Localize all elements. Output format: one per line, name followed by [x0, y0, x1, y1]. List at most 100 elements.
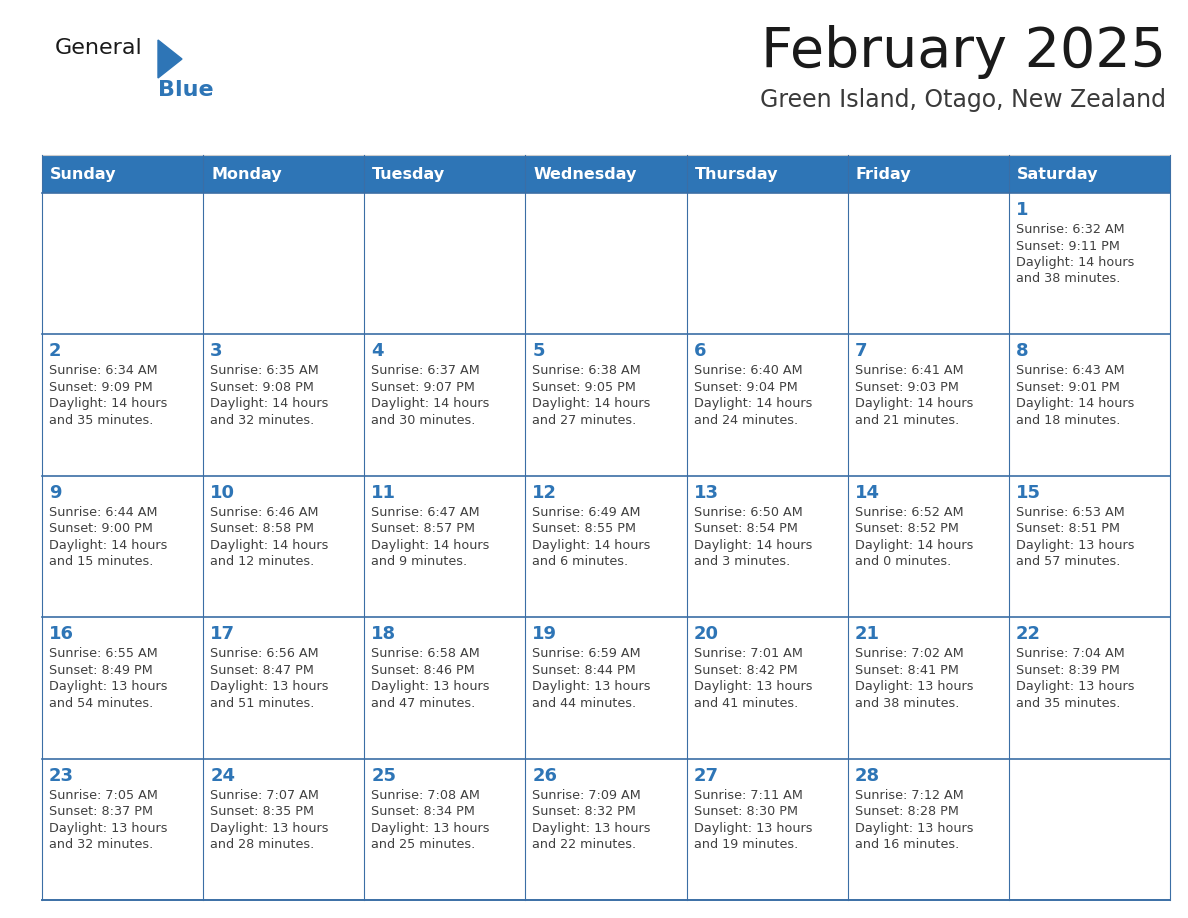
Text: Sunrise: 7:04 AM
Sunset: 8:39 PM
Daylight: 13 hours
and 35 minutes.: Sunrise: 7:04 AM Sunset: 8:39 PM Dayligh… — [1016, 647, 1135, 710]
Text: Monday: Monday — [211, 166, 282, 182]
Text: Sunrise: 6:40 AM
Sunset: 9:04 PM
Daylight: 14 hours
and 24 minutes.: Sunrise: 6:40 AM Sunset: 9:04 PM Dayligh… — [694, 364, 811, 427]
Text: 20: 20 — [694, 625, 719, 644]
Text: Sunrise: 7:07 AM
Sunset: 8:35 PM
Daylight: 13 hours
and 28 minutes.: Sunrise: 7:07 AM Sunset: 8:35 PM Dayligh… — [210, 789, 329, 851]
Text: Sunrise: 6:32 AM
Sunset: 9:11 PM
Daylight: 14 hours
and 38 minutes.: Sunrise: 6:32 AM Sunset: 9:11 PM Dayligh… — [1016, 223, 1135, 285]
Text: 17: 17 — [210, 625, 235, 644]
Text: Sunrise: 6:41 AM
Sunset: 9:03 PM
Daylight: 14 hours
and 21 minutes.: Sunrise: 6:41 AM Sunset: 9:03 PM Dayligh… — [854, 364, 973, 427]
Text: 16: 16 — [49, 625, 74, 644]
Bar — [848, 334, 1009, 476]
Bar — [42, 476, 203, 617]
Text: Sunrise: 7:05 AM
Sunset: 8:37 PM
Daylight: 13 hours
and 32 minutes.: Sunrise: 7:05 AM Sunset: 8:37 PM Dayligh… — [49, 789, 168, 851]
Text: 24: 24 — [210, 767, 235, 785]
Bar — [848, 476, 1009, 617]
Text: 9: 9 — [49, 484, 62, 502]
Text: Sunrise: 6:59 AM
Sunset: 8:44 PM
Daylight: 13 hours
and 44 minutes.: Sunrise: 6:59 AM Sunset: 8:44 PM Dayligh… — [532, 647, 651, 710]
Text: 12: 12 — [532, 484, 557, 502]
Text: 1: 1 — [1016, 201, 1029, 219]
Text: 22: 22 — [1016, 625, 1041, 644]
Text: Sunrise: 7:01 AM
Sunset: 8:42 PM
Daylight: 13 hours
and 41 minutes.: Sunrise: 7:01 AM Sunset: 8:42 PM Dayligh… — [694, 647, 813, 710]
Text: Thursday: Thursday — [695, 166, 778, 182]
Polygon shape — [158, 40, 182, 78]
Text: 8: 8 — [1016, 342, 1029, 361]
Text: Sunrise: 7:11 AM
Sunset: 8:30 PM
Daylight: 13 hours
and 19 minutes.: Sunrise: 7:11 AM Sunset: 8:30 PM Dayligh… — [694, 789, 813, 851]
Bar — [525, 617, 687, 758]
Bar — [203, 334, 365, 476]
Text: 11: 11 — [372, 484, 397, 502]
Text: 10: 10 — [210, 484, 235, 502]
Text: 19: 19 — [532, 625, 557, 644]
Text: Sunrise: 6:44 AM
Sunset: 9:00 PM
Daylight: 14 hours
and 15 minutes.: Sunrise: 6:44 AM Sunset: 9:00 PM Dayligh… — [49, 506, 168, 568]
Bar — [1009, 193, 1170, 334]
Bar — [525, 193, 687, 334]
Text: General: General — [55, 38, 143, 58]
Bar — [848, 193, 1009, 334]
Text: 7: 7 — [854, 342, 867, 361]
Bar — [687, 193, 848, 334]
Text: 13: 13 — [694, 484, 719, 502]
Text: 18: 18 — [372, 625, 397, 644]
Bar — [42, 155, 203, 193]
Bar — [848, 617, 1009, 758]
Text: Sunrise: 6:38 AM
Sunset: 9:05 PM
Daylight: 14 hours
and 27 minutes.: Sunrise: 6:38 AM Sunset: 9:05 PM Dayligh… — [532, 364, 651, 427]
Text: 3: 3 — [210, 342, 222, 361]
Text: Sunrise: 6:43 AM
Sunset: 9:01 PM
Daylight: 14 hours
and 18 minutes.: Sunrise: 6:43 AM Sunset: 9:01 PM Dayligh… — [1016, 364, 1135, 427]
Text: Friday: Friday — [855, 166, 911, 182]
Bar — [203, 758, 365, 900]
Text: Sunrise: 6:34 AM
Sunset: 9:09 PM
Daylight: 14 hours
and 35 minutes.: Sunrise: 6:34 AM Sunset: 9:09 PM Dayligh… — [49, 364, 168, 427]
Text: 21: 21 — [854, 625, 880, 644]
Bar — [1009, 155, 1170, 193]
Text: 4: 4 — [372, 342, 384, 361]
Text: 15: 15 — [1016, 484, 1041, 502]
Bar — [848, 758, 1009, 900]
Bar — [1009, 476, 1170, 617]
Bar — [365, 476, 525, 617]
Bar — [42, 617, 203, 758]
Bar — [203, 617, 365, 758]
Bar — [203, 193, 365, 334]
Text: Blue: Blue — [158, 80, 214, 100]
Text: Saturday: Saturday — [1017, 166, 1099, 182]
Text: 6: 6 — [694, 342, 706, 361]
Text: Sunrise: 7:02 AM
Sunset: 8:41 PM
Daylight: 13 hours
and 38 minutes.: Sunrise: 7:02 AM Sunset: 8:41 PM Dayligh… — [854, 647, 973, 710]
Bar — [42, 334, 203, 476]
Bar — [365, 334, 525, 476]
Bar — [42, 193, 203, 334]
Bar — [1009, 617, 1170, 758]
Bar — [365, 758, 525, 900]
Bar — [42, 758, 203, 900]
Bar — [687, 334, 848, 476]
Bar — [687, 476, 848, 617]
Bar — [687, 155, 848, 193]
Text: Sunrise: 6:37 AM
Sunset: 9:07 PM
Daylight: 14 hours
and 30 minutes.: Sunrise: 6:37 AM Sunset: 9:07 PM Dayligh… — [372, 364, 489, 427]
Text: Sunrise: 6:47 AM
Sunset: 8:57 PM
Daylight: 14 hours
and 9 minutes.: Sunrise: 6:47 AM Sunset: 8:57 PM Dayligh… — [372, 506, 489, 568]
Text: February 2025: February 2025 — [762, 25, 1165, 79]
Bar — [525, 334, 687, 476]
Text: Sunrise: 6:50 AM
Sunset: 8:54 PM
Daylight: 14 hours
and 3 minutes.: Sunrise: 6:50 AM Sunset: 8:54 PM Dayligh… — [694, 506, 811, 568]
Text: Sunrise: 7:12 AM
Sunset: 8:28 PM
Daylight: 13 hours
and 16 minutes.: Sunrise: 7:12 AM Sunset: 8:28 PM Dayligh… — [854, 789, 973, 851]
Text: Tuesday: Tuesday — [372, 166, 446, 182]
Bar — [525, 155, 687, 193]
Text: Sunday: Sunday — [50, 166, 116, 182]
Text: 23: 23 — [49, 767, 74, 785]
Bar — [525, 476, 687, 617]
Text: Wednesday: Wednesday — [533, 166, 637, 182]
Text: Sunrise: 6:52 AM
Sunset: 8:52 PM
Daylight: 14 hours
and 0 minutes.: Sunrise: 6:52 AM Sunset: 8:52 PM Dayligh… — [854, 506, 973, 568]
Bar — [687, 758, 848, 900]
Text: Sunrise: 6:53 AM
Sunset: 8:51 PM
Daylight: 13 hours
and 57 minutes.: Sunrise: 6:53 AM Sunset: 8:51 PM Dayligh… — [1016, 506, 1135, 568]
Text: Sunrise: 6:49 AM
Sunset: 8:55 PM
Daylight: 14 hours
and 6 minutes.: Sunrise: 6:49 AM Sunset: 8:55 PM Dayligh… — [532, 506, 651, 568]
Bar — [1009, 758, 1170, 900]
Text: Sunrise: 6:56 AM
Sunset: 8:47 PM
Daylight: 13 hours
and 51 minutes.: Sunrise: 6:56 AM Sunset: 8:47 PM Dayligh… — [210, 647, 329, 710]
Text: 2: 2 — [49, 342, 62, 361]
Text: 26: 26 — [532, 767, 557, 785]
Bar — [848, 155, 1009, 193]
Bar — [365, 617, 525, 758]
Bar — [1009, 334, 1170, 476]
Text: Sunrise: 6:35 AM
Sunset: 9:08 PM
Daylight: 14 hours
and 32 minutes.: Sunrise: 6:35 AM Sunset: 9:08 PM Dayligh… — [210, 364, 329, 427]
Bar — [203, 155, 365, 193]
Text: 5: 5 — [532, 342, 545, 361]
Text: Sunrise: 6:46 AM
Sunset: 8:58 PM
Daylight: 14 hours
and 12 minutes.: Sunrise: 6:46 AM Sunset: 8:58 PM Dayligh… — [210, 506, 329, 568]
Bar — [203, 476, 365, 617]
Text: Sunrise: 7:09 AM
Sunset: 8:32 PM
Daylight: 13 hours
and 22 minutes.: Sunrise: 7:09 AM Sunset: 8:32 PM Dayligh… — [532, 789, 651, 851]
Bar — [525, 758, 687, 900]
Text: 27: 27 — [694, 767, 719, 785]
